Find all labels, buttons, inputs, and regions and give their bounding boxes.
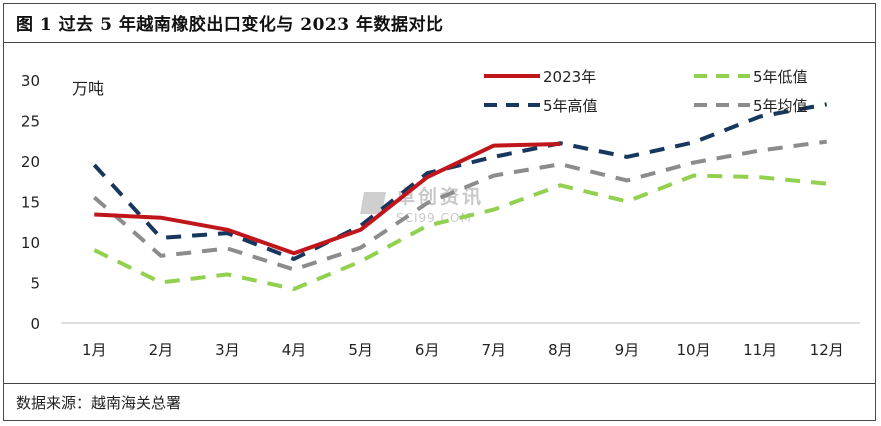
- title-divider: [4, 42, 875, 43]
- legend-label: 5年低值: [753, 68, 808, 86]
- y-tick-label: 25: [21, 113, 40, 131]
- series-lines: [92, 102, 828, 291]
- unit-label: 万吨: [72, 79, 104, 98]
- x-tick-label: 3月: [215, 341, 240, 359]
- x-tick-label: 6月: [415, 341, 440, 359]
- x-tick-label: 2月: [149, 341, 174, 359]
- series-line: [94, 142, 561, 256]
- x-tick-label: 7月: [482, 341, 507, 359]
- series-line: [92, 102, 828, 261]
- watermark-name: 卓创资讯: [396, 186, 485, 208]
- y-tick-label: 20: [21, 153, 40, 171]
- watermark-url: SCI99.COM: [396, 211, 472, 225]
- y-tick-label: 10: [21, 234, 40, 252]
- source-divider: [4, 383, 875, 384]
- y-tick-label: 5: [30, 275, 40, 293]
- legend-label: 5年高值: [543, 97, 598, 115]
- series-line: [92, 139, 827, 272]
- y-axis-ticks: 0 5 10 15 20 25 30: [21, 72, 40, 333]
- x-tick-label: 9月: [615, 341, 640, 359]
- x-tick-label: 12月: [810, 341, 844, 359]
- figure-title: 图 1 过去 5 年越南橡胶出口变化与 2023 年数据对比: [16, 15, 444, 35]
- legend-label: 2023年: [543, 68, 596, 86]
- y-tick-label: 15: [21, 194, 40, 212]
- x-tick-label: 8月: [548, 341, 573, 359]
- source-note: 数据来源：越南海关总署: [16, 394, 182, 412]
- y-tick-label: 0: [30, 315, 40, 333]
- legend: 2023年 5年低值 5年高值 5年均值: [484, 68, 808, 115]
- x-tick-label: 5月: [348, 341, 373, 359]
- x-axis-ticks: 1月 2月 3月 4月 5月 6月 7月 8月 9月 10月 11月 12月: [82, 341, 844, 359]
- x-tick-label: 10月: [676, 341, 710, 359]
- y-tick-label: 30: [21, 72, 40, 90]
- x-tick-label: 4月: [282, 341, 307, 359]
- x-tick-label: 1月: [82, 341, 107, 359]
- x-tick-label: 11月: [743, 341, 777, 359]
- figure-frame: [3, 3, 876, 421]
- legend-label: 5年均值: [753, 97, 808, 115]
- series-line: [93, 173, 827, 291]
